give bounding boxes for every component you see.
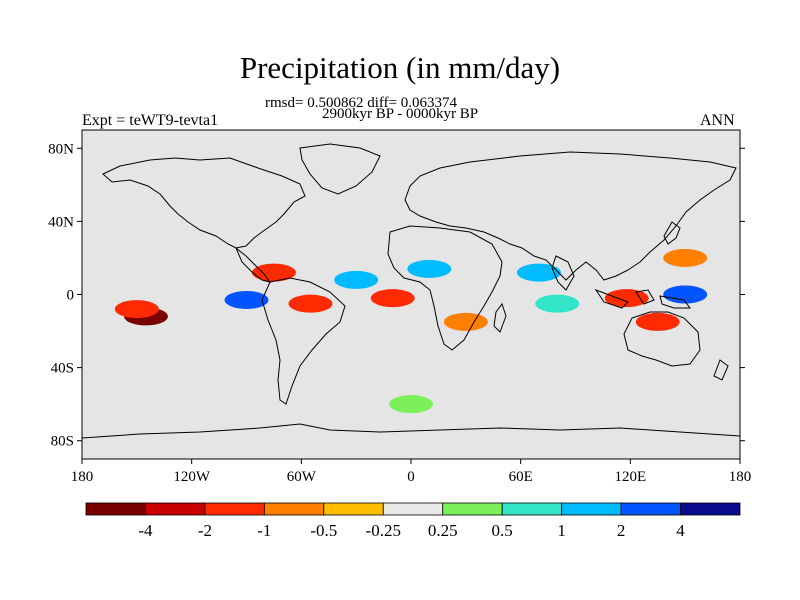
coastline-india (551, 255, 575, 291)
coastline-africa (387, 225, 503, 351)
anomaly-atlantic-equatorial-dry (370, 289, 415, 308)
anomaly-atlantic-itcz-wet (334, 270, 379, 289)
colorbar-label: -2 (198, 521, 212, 540)
colorbar-swatch (382, 502, 444, 516)
coastline-north-america (102, 157, 306, 249)
map-title: Precipitation (in mm/day) (239, 50, 561, 85)
anomaly-caribbean-dry (251, 263, 296, 282)
coastline-new-zealand (713, 359, 729, 381)
lat-tick-label: 40N (48, 214, 74, 230)
lon-tick-label: 60E (509, 469, 533, 485)
lat-tick-label: 80S (51, 434, 74, 450)
coastline-maritime-continent (594, 288, 691, 309)
lon-tick-label: 0 (407, 469, 415, 485)
anomaly-layer (114, 248, 708, 414)
colorbar-label: -1 (257, 521, 271, 540)
coastline-antarctica (82, 423, 740, 439)
colorbar-swatch (620, 502, 681, 516)
statistics-label: rmsd= 0.500862 diff= 0.063374 (265, 95, 458, 111)
colorbar-label: 4 (676, 521, 685, 540)
anomaly-australia-north-dry (635, 312, 680, 331)
anomaly-amazon-dry (288, 294, 333, 313)
anomaly-southern-africa-dry (443, 312, 488, 331)
colorbar-label: 0.5 (492, 521, 513, 540)
colorbar-label: -4 (138, 521, 153, 540)
anomaly-arabian-sea-wet (516, 263, 561, 282)
anomaly-east-pacific-wet (224, 290, 269, 309)
lon-tick-label: 180 (71, 469, 94, 485)
colorbar-label: 1 (557, 521, 566, 540)
anomaly-west-pacific-wet (663, 285, 708, 304)
colorbar-swatch (145, 502, 206, 516)
anomaly-indian-ocean-wet (535, 294, 580, 313)
colorbar-label: 0.25 (428, 521, 458, 540)
lat-tick-label: 80N (48, 141, 74, 157)
anomaly-central-pacific-dry (114, 300, 159, 319)
colorbar-label: -0.5 (310, 521, 337, 540)
anomaly-sahel-wet (407, 259, 452, 278)
colorbar-swatch (85, 502, 146, 516)
coastline-australia (623, 311, 701, 367)
colorbar-swatch (263, 502, 325, 516)
period-label: 2900kyr BP - 0000kyr BP (322, 106, 479, 122)
longitude-axis: 180 120W 60W 0 60E 120E 180 (71, 459, 752, 485)
latitude-axis: 80N 40N 0 40S 80S (48, 141, 745, 450)
colorbar-label: 2 (617, 521, 626, 540)
lon-tick-label: 60W (287, 469, 317, 485)
lon-tick-label: 120E (614, 469, 646, 485)
colorbar-swatch (323, 502, 384, 516)
anomaly-southern-ocean-wet (389, 395, 433, 414)
coastline-eurasia (404, 151, 737, 281)
colorbar-swatch (680, 502, 741, 516)
season-label: ANN (700, 112, 735, 129)
lat-tick-label: 40S (51, 361, 74, 377)
colorbar-label: -0.25 (366, 521, 401, 540)
anomaly-northwest-pacific-dry (663, 248, 708, 267)
colorbar: -4 -2 -1 -0.5 -0.25 0.25 0.5 1 2 4 (85, 502, 741, 540)
lon-tick-label: 120W (173, 469, 211, 485)
colorbar-swatch (561, 502, 622, 516)
lat-tick-label: 0 (67, 288, 75, 304)
coastlines (82, 143, 740, 439)
coastline-south-america (261, 277, 346, 405)
lon-tick-label: 180 (729, 469, 752, 485)
coastline-madagascar (493, 302, 507, 333)
colorbar-swatch (204, 502, 265, 516)
experiment-label: Expt = teWT9-tevta1 (82, 112, 219, 129)
colorbar-swatch (501, 502, 563, 516)
coastline-japan (663, 221, 681, 245)
colorbar-swatch (442, 502, 503, 516)
coastline-greenland (299, 143, 381, 195)
